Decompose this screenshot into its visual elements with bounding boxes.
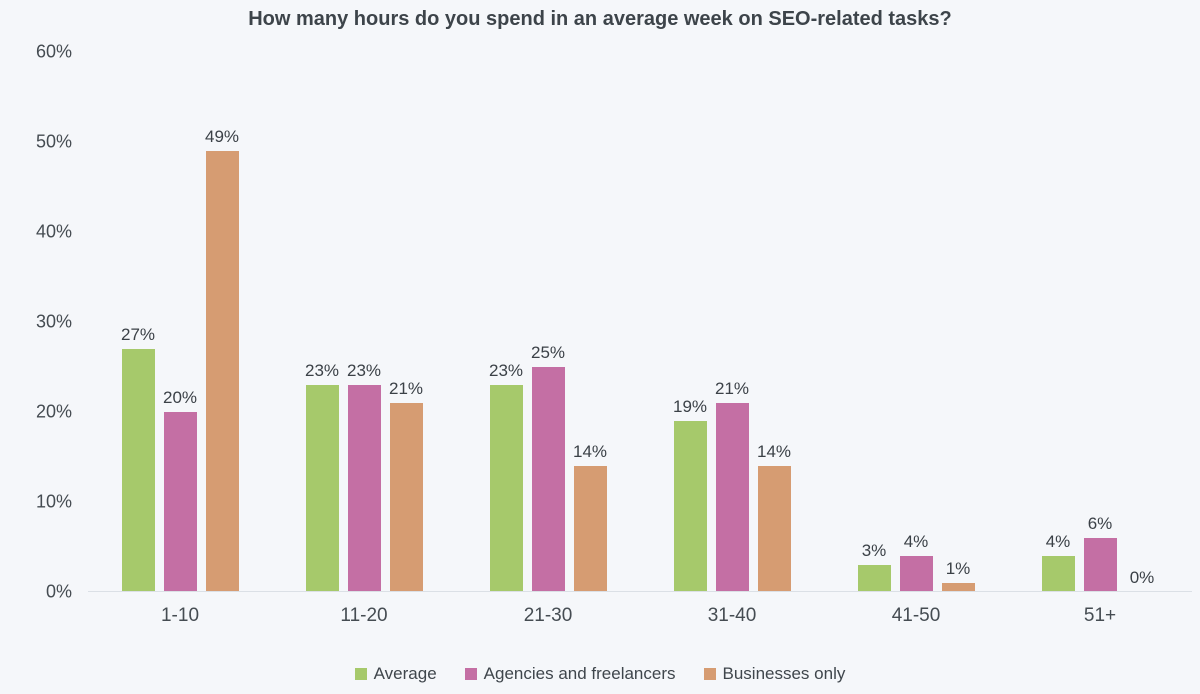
value-label: 14%: [756, 442, 792, 461]
bar-group: 23% 25% 14%: [456, 52, 640, 592]
legend-label: Businesses only: [722, 664, 846, 683]
y-tick-label: 20%: [35, 401, 72, 422]
value-label: 14%: [572, 442, 608, 461]
value-label: 27%: [120, 325, 156, 344]
x-axis-category-label: 51+: [1083, 605, 1117, 626]
value-label: 20%: [162, 388, 198, 407]
value-label: 23%: [346, 361, 382, 380]
value-label: 0%: [1129, 568, 1155, 587]
x-axis-category-label: 21-30: [523, 605, 573, 626]
bar: 6%: [1083, 514, 1117, 592]
bar: 4%: [899, 532, 933, 592]
bar: 14%: [573, 442, 607, 592]
bar: 4%: [1041, 532, 1075, 592]
plot-area: 0% 10% 20% 30% 40% 50% 60% 27% 20% 49% 23% 23% 21% 2…: [36, 42, 1192, 626]
value-label: 4%: [1045, 532, 1071, 551]
legend: Average Agencies and freelancers Businesse…: [0, 664, 1200, 684]
y-tick-label: 40%: [35, 221, 72, 242]
bar-group: 19% 21% 14%: [640, 52, 824, 592]
value-label: 1%: [945, 559, 971, 578]
bar-group: 3% 4% 1%: [824, 52, 1008, 592]
legend-label: Average: [373, 664, 437, 683]
bar: 25%: [531, 343, 565, 592]
y-tick-label: 0%: [45, 581, 72, 602]
legend-swatch: [354, 668, 367, 680]
bar: 21%: [389, 379, 423, 592]
x-axis-category-label: 11-20: [340, 605, 388, 626]
chart-title: How many hours do you spend in an averag…: [248, 8, 952, 30]
value-label: 3%: [861, 541, 887, 560]
legend-swatch: [464, 668, 477, 680]
bar-group: 27% 20% 49%: [88, 52, 272, 592]
y-tick-label: 60%: [35, 41, 72, 62]
legend-item: Businesses only: [703, 664, 846, 684]
bar: 14%: [757, 442, 791, 592]
value-label: 21%: [714, 379, 750, 398]
value-label: 25%: [530, 343, 566, 362]
bar-group: 23% 23% 21%: [272, 52, 456, 592]
x-axis-category-label: 31-40: [707, 605, 757, 626]
bar: 3%: [857, 541, 891, 592]
value-label: 21%: [388, 379, 424, 398]
bar: 1%: [941, 559, 975, 592]
bar: 19%: [673, 397, 707, 592]
legend-swatch: [703, 668, 716, 680]
bar: 23%: [489, 361, 523, 592]
legend-item: Agencies and freelancers: [464, 664, 676, 684]
legend-item: Average: [354, 664, 437, 684]
value-label: 23%: [304, 361, 340, 380]
value-label: 6%: [1087, 514, 1113, 533]
y-tick-label: 50%: [35, 131, 72, 152]
legend-label: Agencies and freelancers: [483, 664, 676, 683]
value-label: 4%: [903, 532, 929, 551]
x-axis-category-label: 1-10: [160, 605, 200, 626]
x-axis-labels: 1-10 11-20 21-30 31-40 41-50 51+: [88, 605, 1192, 627]
bar-groups: 27% 20% 49% 23% 23% 21% 23% 25% 14% 19% 21% 14% 3% 4%…: [88, 52, 1192, 592]
y-tick-label: 30%: [35, 311, 72, 332]
value-label: 23%: [488, 361, 524, 380]
value-label: 19%: [672, 397, 708, 416]
bar: 49%: [205, 127, 239, 592]
bar-group: 4% 6% 0%: [1008, 52, 1192, 592]
value-label: 49%: [204, 127, 240, 146]
x-axis-category-label: 41-50: [891, 605, 941, 626]
bar: 21%: [715, 379, 749, 592]
bar: 20%: [163, 388, 197, 592]
bar: 23%: [347, 361, 381, 592]
x-axis-line: [88, 591, 1192, 592]
bar: 27%: [121, 325, 155, 592]
bar: 23%: [305, 361, 339, 592]
y-tick-label: 10%: [35, 491, 72, 512]
